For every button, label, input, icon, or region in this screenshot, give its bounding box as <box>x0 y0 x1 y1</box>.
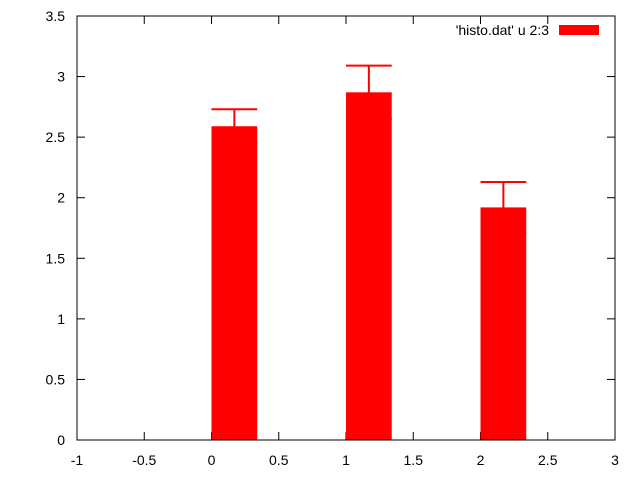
y-tick-label: 3 <box>57 69 65 85</box>
bar <box>211 126 258 441</box>
x-tick-label: -1 <box>71 452 84 468</box>
bars <box>211 92 527 441</box>
y-tick-label: 3.5 <box>46 8 66 24</box>
x-tick-label: 1 <box>342 452 350 468</box>
x-tick-label: 2 <box>477 452 485 468</box>
plot-border <box>76 15 616 441</box>
y-tick-label: 2.5 <box>46 129 66 145</box>
legend-label: 'histo.dat' u 2:3 <box>456 22 550 38</box>
y-tick-labels: 0 0.5 1 1.5 2 2.5 3 3.5 <box>46 8 66 448</box>
y-tick-label: 0.5 <box>46 371 66 387</box>
bar <box>480 207 527 440</box>
x-tick-label: 2.5 <box>538 452 558 468</box>
y-tick-label: 1.5 <box>46 250 66 266</box>
x-tick-label: 0 <box>208 452 216 468</box>
y-tick-label: 2 <box>57 190 65 206</box>
y-tick-label: 0 <box>57 432 65 448</box>
error-bars <box>211 64 527 234</box>
x-tick-label: 3 <box>611 452 619 468</box>
bar <box>346 92 392 440</box>
x-tick-label: 0.5 <box>269 452 289 468</box>
legend-swatch <box>559 25 599 35</box>
x-tick-label: -0.5 <box>132 452 156 468</box>
legend: 'histo.dat' u 2:3 <box>456 22 599 38</box>
x-tick-labels: -1 -0.5 0 0.5 1 1.5 2 2.5 3 <box>71 452 619 468</box>
x-tick-label: 1.5 <box>404 452 424 468</box>
y-tick-label: 1 <box>57 311 65 327</box>
